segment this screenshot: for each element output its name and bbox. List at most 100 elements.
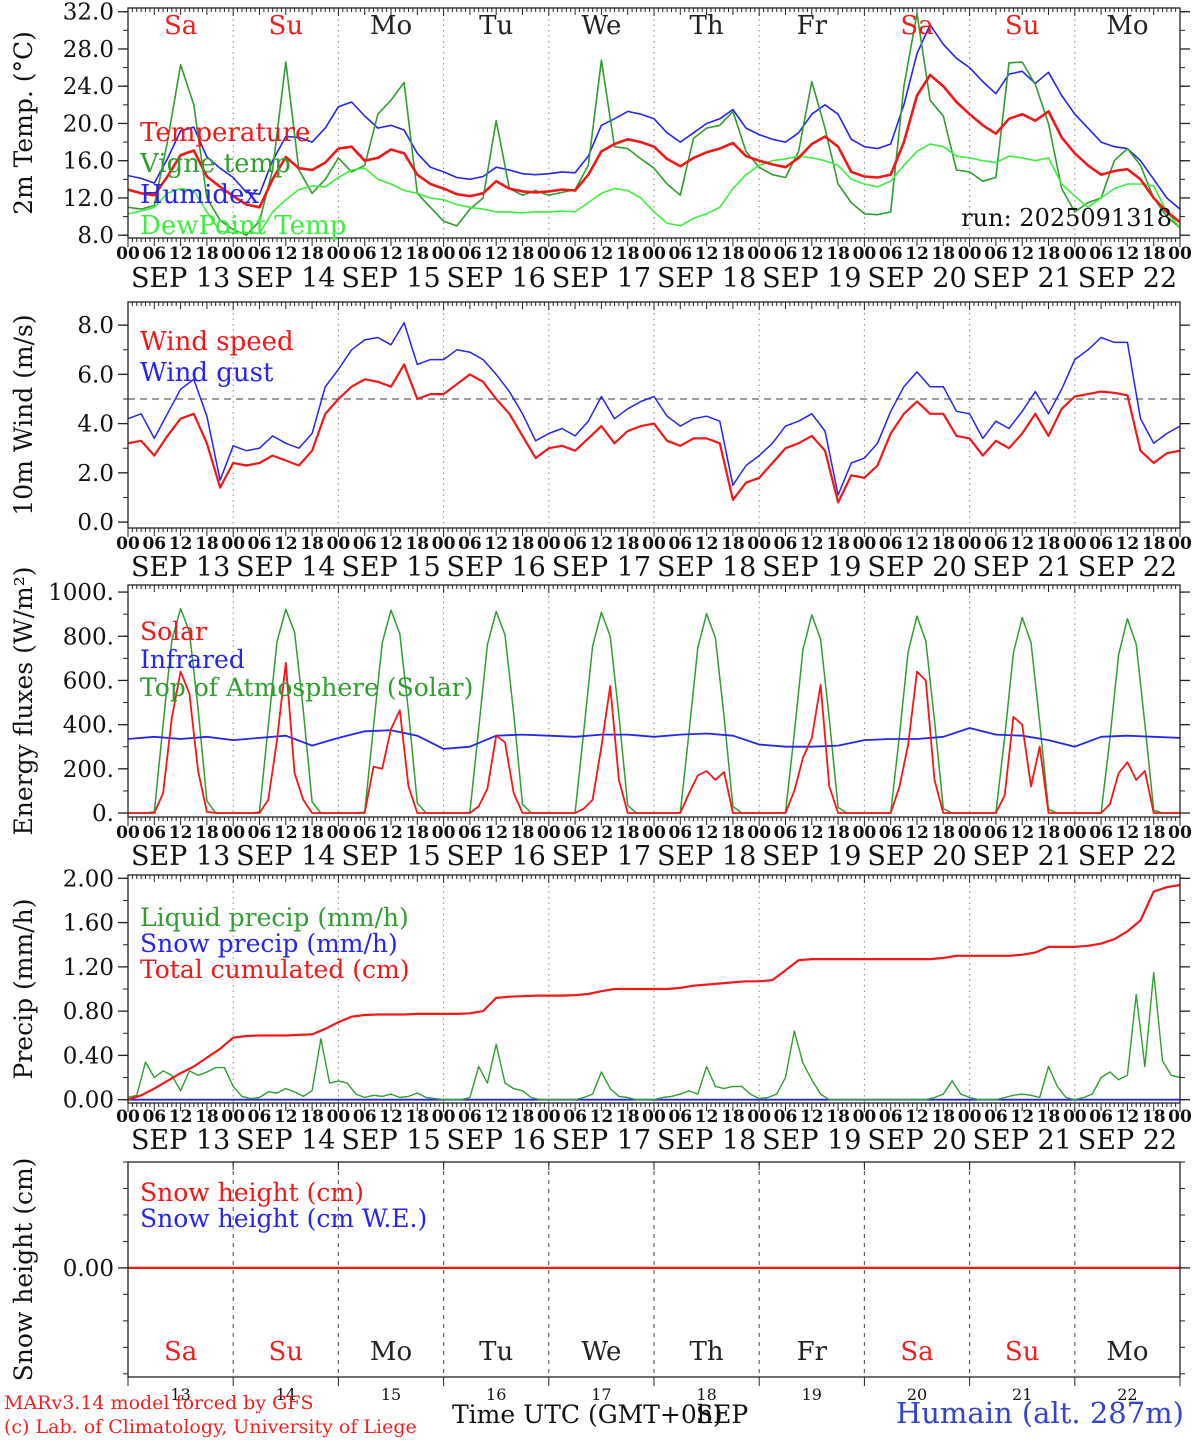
legend-label: Wind speed xyxy=(140,327,294,357)
hour-label: 06 xyxy=(984,244,1008,264)
y-tick-label: 8.0 xyxy=(77,313,114,339)
y-tick-label: 1.60 xyxy=(63,911,114,937)
hour-label: 00 xyxy=(642,1107,666,1127)
panel-frame xyxy=(127,7,1181,239)
hour-label: 06 xyxy=(458,244,482,264)
day-letter: Mo xyxy=(1106,11,1148,41)
hour-label: 00 xyxy=(116,244,140,264)
hour-label: 06 xyxy=(879,534,903,554)
hour-label: 00 xyxy=(1063,244,1087,264)
hour-label: 00 xyxy=(1168,823,1192,843)
hour-label: 12 xyxy=(590,534,614,554)
date-label: SEP 18 xyxy=(657,552,756,583)
hour-label: 12 xyxy=(695,534,719,554)
hour-label: 12 xyxy=(169,534,193,554)
hour-label: 12 xyxy=(169,244,193,264)
hour-label: 12 xyxy=(1116,1107,1140,1127)
day-letter: Su xyxy=(269,11,304,41)
hour-label: 06 xyxy=(668,534,692,554)
hour-label: 12 xyxy=(379,244,403,264)
hour-label: 06 xyxy=(879,823,903,843)
date-label: SEP 15 xyxy=(341,263,440,294)
panel-snow-height xyxy=(118,1161,1190,1386)
hour-label: 06 xyxy=(458,534,482,554)
series-wind-speed xyxy=(128,363,1180,504)
date-label: SEP 21 xyxy=(973,552,1072,583)
hour-label: 06 xyxy=(774,244,798,264)
hour-label: 00 xyxy=(958,244,982,264)
hour-label: 00 xyxy=(537,244,561,264)
hour-label: 18 xyxy=(511,823,535,843)
hour-label: 12 xyxy=(1010,823,1034,843)
hour-label: 12 xyxy=(379,534,403,554)
hour-label: 06 xyxy=(142,1107,166,1127)
day-letter: Sa xyxy=(900,11,933,41)
hour-label: 12 xyxy=(695,244,719,264)
date-label: SEP 20 xyxy=(867,841,966,872)
hour-label: 18 xyxy=(195,244,219,264)
hour-label: 06 xyxy=(879,244,903,264)
y-tick-label: 0.40 xyxy=(63,1043,114,1069)
day-number: 18 xyxy=(696,1385,716,1404)
date-label: SEP 21 xyxy=(973,263,1072,294)
hour-label: 06 xyxy=(248,823,272,843)
date-label: SEP 13 xyxy=(131,1125,230,1156)
day-number: 20 xyxy=(907,1385,927,1404)
date-label: SEP 14 xyxy=(236,841,335,872)
hour-label: 06 xyxy=(774,1107,798,1127)
hour-label: 06 xyxy=(984,534,1008,554)
hour-label: 18 xyxy=(826,534,850,554)
y-axis-title: 10m Wind (m/s) xyxy=(9,314,38,515)
date-label: SEP 20 xyxy=(867,1125,966,1156)
hour-label: 06 xyxy=(353,244,377,264)
hour-label: 18 xyxy=(300,823,324,843)
hour-label: 00 xyxy=(537,823,561,843)
hour-label: 12 xyxy=(484,823,508,843)
date-label: SEP 17 xyxy=(552,1125,651,1156)
hour-label: 12 xyxy=(905,1107,929,1127)
hour-label: 06 xyxy=(774,823,798,843)
model-credit-line2: (c) Lab. of Climatology, University of L… xyxy=(4,1416,417,1438)
date-label: SEP 15 xyxy=(341,841,440,872)
date-label: SEP 19 xyxy=(762,841,861,872)
panel-precipitation xyxy=(118,874,1190,1112)
run-label: run: 2025091318 xyxy=(961,204,1172,232)
day-letter: Sa xyxy=(164,1337,197,1367)
date-label: SEP 14 xyxy=(236,1125,335,1156)
date-label: SEP 16 xyxy=(447,1125,546,1156)
y-axis-title: Snow height (cm) xyxy=(9,1158,38,1382)
hour-label: 00 xyxy=(853,823,877,843)
hour-label: 18 xyxy=(721,823,745,843)
date-label: SEP 21 xyxy=(973,1125,1072,1156)
date-label: SEP 19 xyxy=(762,1125,861,1156)
date-label: SEP 18 xyxy=(657,841,756,872)
hour-label: 18 xyxy=(616,823,640,843)
hour-label: 18 xyxy=(931,534,955,554)
hour-label: 06 xyxy=(1089,244,1113,264)
hour-label: 18 xyxy=(195,1107,219,1127)
hour-label: 00 xyxy=(642,244,666,264)
legend-label: Liquid precip (mm/h) xyxy=(140,903,409,932)
day-letter: Sa xyxy=(900,1337,933,1367)
y-tick-label: 20.0 xyxy=(63,111,114,137)
y-tick-label: 0.80 xyxy=(63,999,114,1025)
day-letter: Fr xyxy=(797,1337,828,1367)
panel-wind xyxy=(118,301,1190,537)
hour-label: 12 xyxy=(590,1107,614,1127)
y-tick-label: 4.0 xyxy=(77,412,114,438)
hour-label: 06 xyxy=(1089,823,1113,843)
hour-label: 00 xyxy=(221,534,245,554)
hour-label: 18 xyxy=(511,534,535,554)
day-number: 17 xyxy=(591,1385,611,1404)
time-axis-label: Time UTC (GMT+0h) xyxy=(452,1400,723,1429)
series-wind-gust xyxy=(128,321,1180,496)
hour-label: 18 xyxy=(195,823,219,843)
hour-label: 00 xyxy=(221,1107,245,1127)
day-number: 16 xyxy=(486,1385,506,1404)
date-label: SEP 17 xyxy=(552,263,651,294)
hour-label: 06 xyxy=(353,823,377,843)
hour-label: 12 xyxy=(695,1107,719,1127)
hour-label: 18 xyxy=(511,244,535,264)
panel-energy-fluxes xyxy=(118,584,1190,826)
